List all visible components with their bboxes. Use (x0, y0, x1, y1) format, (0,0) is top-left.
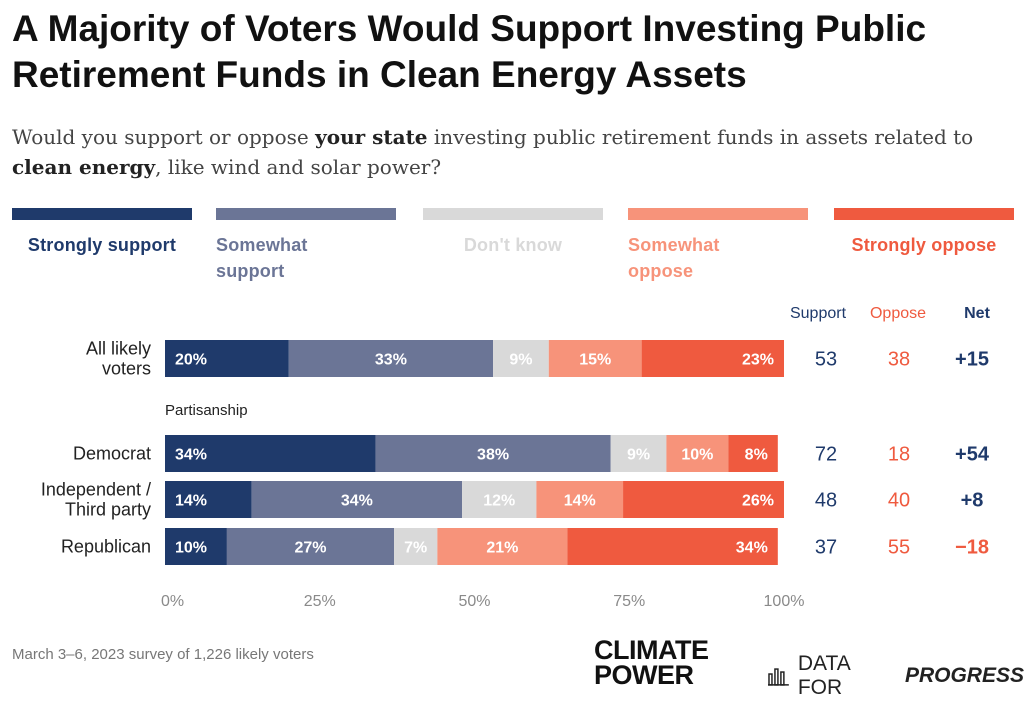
x-tick-label: 25% (304, 593, 336, 610)
net-header: Net (964, 305, 990, 322)
oppose-value: 55 (888, 537, 910, 559)
legend-swatch (628, 208, 808, 220)
bar-segment (165, 340, 289, 377)
support-value: 72 (815, 444, 837, 466)
data-label: 34% (736, 540, 768, 557)
legend-item: Don't know (423, 208, 603, 258)
legend-item: Somewhat support (216, 208, 396, 284)
category-label: Republican (61, 537, 151, 557)
subtitle-part: clean energy (12, 155, 156, 179)
legend-label: Somewhat support (216, 235, 308, 281)
legend-swatch (423, 208, 603, 220)
legend-label: Don't know (463, 235, 563, 255)
support-value: 48 (815, 490, 837, 512)
data-label: 9% (509, 352, 532, 369)
support-header: Support (790, 305, 847, 322)
subtitle-part: Would you support or oppose (12, 125, 316, 149)
chart-title: A Majority of Voters Would Support Inves… (12, 8, 927, 95)
legend-label: Somewhat oppose (628, 235, 720, 281)
data-label: 23% (742, 352, 774, 369)
oppose-value: 40 (888, 490, 910, 512)
group-label: Partisanship (165, 402, 248, 419)
subtitle-part: , like wind and solar power? (155, 155, 442, 179)
data-label: 33% (375, 352, 407, 369)
legend-item: Somewhat oppose (628, 208, 808, 284)
chart-subtitle: Would you support or oppose your state i… (12, 122, 1012, 182)
dfp-logo-text: DATA FOR (797, 652, 850, 699)
stacked-bar-chart: Support Oppose Net Partisanship All likely vo… (41, 305, 991, 610)
bar-segment (567, 528, 778, 565)
data-label: 38% (477, 447, 509, 464)
legend-swatch (216, 208, 396, 220)
net-value: +8 (961, 490, 984, 512)
bar-segment (493, 340, 549, 377)
data-label: 21% (486, 540, 518, 557)
category-label: Democrat (73, 444, 151, 464)
legend-item: Strongly oppose (834, 208, 1014, 258)
bar-segment (623, 481, 784, 518)
category-label: Independent / Third party (41, 480, 151, 520)
dfp-logo-text-bold: PROGRESS (904, 664, 1024, 687)
data-label: 15% (579, 352, 611, 369)
subtitle-part: your state (315, 125, 428, 149)
bar-segment (165, 481, 252, 518)
bar-segment (548, 340, 642, 377)
x-tick-label: 100% (764, 593, 805, 610)
bar-segment (165, 528, 227, 565)
bar-segment (226, 528, 395, 565)
data-for-progress-logo: DATA FOR PROGRESS (768, 652, 1024, 700)
legend-item: Strongly support (12, 208, 192, 258)
bar-segment (666, 435, 729, 472)
data-label: 8% (745, 447, 768, 464)
x-tick-label: 0% (161, 593, 184, 610)
oppose-value: 38 (888, 349, 910, 371)
data-label: 26% (742, 493, 774, 510)
bar-segment (251, 481, 463, 518)
data-label: 27% (294, 540, 326, 557)
data-label: 14% (564, 493, 596, 510)
support-value: 53 (815, 349, 837, 371)
data-label: 34% (341, 493, 373, 510)
bar-segment (394, 528, 438, 565)
bar-segment (728, 435, 778, 472)
category-label: All likely voters (86, 339, 151, 379)
bar-segment (641, 340, 784, 377)
climate-power-logo-line2: POWER (594, 660, 694, 690)
bar-segment (536, 481, 624, 518)
data-label: 12% (483, 493, 515, 510)
bar-segment (288, 340, 494, 377)
data-label: 20% (175, 352, 207, 369)
bar-segment (165, 435, 376, 472)
bar-segment (375, 435, 611, 472)
net-value: −18 (955, 537, 989, 559)
data-label: 10% (175, 540, 207, 557)
data-label: 14% (175, 493, 207, 510)
legend-swatch (834, 208, 1014, 220)
legend-label: Strongly support (27, 235, 177, 255)
x-tick-label: 75% (613, 593, 645, 610)
bar-segment (462, 481, 537, 518)
data-label: 10% (681, 447, 713, 464)
bar-segment (610, 435, 667, 472)
climate-power-logo: CLIMATE POWER (594, 635, 709, 690)
bar-chart-icon (768, 668, 789, 686)
bar-segment (437, 528, 568, 565)
oppose-value: 18 (888, 444, 910, 466)
climate-power-logo-line1: CLIMATE (594, 635, 709, 665)
subtitle-part: investing public retirement funds in ass… (427, 125, 974, 149)
legend-label: Strongly oppose (851, 235, 997, 255)
data-label: 9% (627, 447, 650, 464)
net-value: +54 (955, 444, 990, 466)
support-value: 37 (815, 537, 837, 559)
x-tick-label: 50% (458, 593, 490, 610)
source-note: March 3–6, 2023 survey of 1,226 likely v… (12, 646, 314, 663)
data-label: 7% (404, 540, 427, 557)
net-value: +15 (955, 349, 989, 371)
oppose-header: Oppose (870, 305, 926, 322)
data-label: 34% (175, 447, 207, 464)
legend-swatch (12, 208, 192, 220)
